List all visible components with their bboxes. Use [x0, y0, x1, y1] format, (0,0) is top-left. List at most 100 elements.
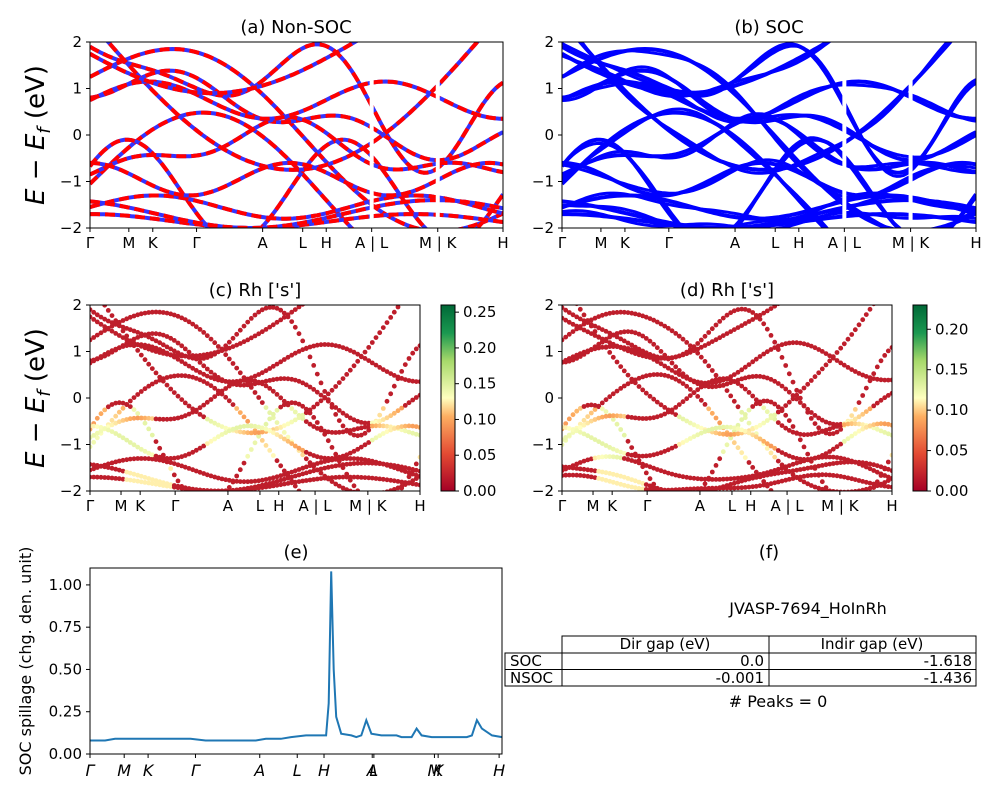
projection-point	[889, 476, 892, 481]
projection-point	[676, 473, 682, 479]
projection-point	[819, 417, 825, 423]
projection-point	[285, 402, 291, 408]
projection-point	[186, 363, 192, 369]
projection-point	[146, 415, 152, 421]
projection-point	[786, 340, 792, 346]
projection-point	[175, 340, 181, 346]
projection-point	[402, 480, 408, 485]
projection-point	[753, 483, 759, 489]
projection-point	[871, 543, 876, 548]
projection-point	[377, 491, 382, 496]
projection-point	[563, 357, 569, 363]
projection-point	[801, 403, 807, 409]
x-tick-label: M	[587, 497, 600, 515]
x-tick-label: Γ	[665, 234, 674, 252]
projection-point	[230, 379, 236, 385]
projection-point	[786, 469, 792, 474]
projection-point	[388, 462, 394, 468]
projection-point	[168, 482, 174, 487]
projection-point	[402, 423, 408, 429]
projection-point	[841, 459, 847, 465]
projection-point	[336, 418, 342, 423]
projection-point	[823, 472, 829, 478]
projection-point	[175, 313, 181, 319]
projection-point	[352, 542, 357, 547]
projection-point	[410, 481, 416, 487]
projection-point	[827, 544, 832, 549]
projection-point	[219, 348, 225, 353]
projection-point	[267, 305, 273, 310]
projection-point	[391, 478, 397, 484]
projection-point	[193, 368, 199, 373]
projection-point	[212, 385, 218, 391]
projection-point	[377, 423, 383, 429]
projection-point	[388, 477, 394, 483]
projection-point	[373, 461, 379, 466]
projection-point	[797, 474, 803, 480]
projection-point	[842, 549, 847, 554]
projection-point	[311, 387, 317, 392]
projection-point	[757, 354, 763, 359]
projection-point	[871, 481, 877, 487]
projection-point	[359, 545, 364, 550]
projection-point	[780, 299, 785, 304]
projection-point	[724, 376, 730, 381]
y-tick-label: −2	[60, 482, 82, 500]
projection-point	[278, 463, 284, 469]
projection-point	[366, 345, 372, 350]
projection-point	[695, 432, 701, 438]
projection-point	[790, 461, 796, 467]
projection-point	[577, 406, 583, 411]
projection-point	[190, 353, 196, 359]
x-tick-label: H	[493, 761, 505, 780]
projection-point	[391, 383, 397, 389]
projection-point	[201, 488, 207, 491]
projection-point	[643, 482, 649, 487]
projection-point	[702, 380, 708, 386]
projection-point	[698, 344, 704, 350]
projection-point	[676, 487, 682, 491]
projection-point	[666, 498, 671, 503]
band-line	[562, 195, 976, 228]
projection-point	[735, 404, 741, 410]
projection-point	[790, 476, 796, 481]
projection-point	[381, 252, 386, 257]
projection-point	[764, 308, 770, 314]
projection-point	[208, 336, 214, 342]
projection-point	[629, 445, 635, 450]
projection-point	[153, 379, 159, 385]
band-line	[90, 160, 503, 198]
y-tick-label: 2	[72, 296, 82, 314]
projection-point	[120, 435, 126, 441]
projection-point	[292, 473, 298, 479]
projection-point	[248, 479, 254, 484]
projection-point	[852, 369, 858, 374]
projection-point	[223, 430, 229, 435]
projection-point	[380, 476, 386, 482]
projection-point	[596, 404, 602, 410]
projection-point	[886, 531, 891, 536]
projection-point	[198, 501, 203, 506]
projection-point	[245, 423, 251, 429]
projection-point	[307, 407, 313, 413]
projection-point	[563, 317, 569, 323]
projection-point	[852, 327, 858, 333]
projection-point	[388, 545, 393, 550]
projection-point	[783, 452, 789, 457]
projection-point	[358, 475, 364, 480]
projection-point	[168, 311, 174, 317]
projection-point	[720, 377, 726, 383]
projection-point	[673, 405, 679, 410]
projection-point	[171, 338, 177, 343]
projection-point	[592, 407, 598, 412]
projection-point	[695, 387, 701, 393]
projection-point	[274, 458, 280, 464]
projection-point	[366, 420, 372, 426]
projection-point	[838, 360, 844, 366]
projection-point	[131, 336, 137, 342]
projection-point	[94, 312, 100, 318]
projection-point	[753, 397, 759, 403]
projection-point	[359, 262, 364, 267]
projection-point	[113, 420, 119, 426]
projection-point	[636, 460, 642, 466]
